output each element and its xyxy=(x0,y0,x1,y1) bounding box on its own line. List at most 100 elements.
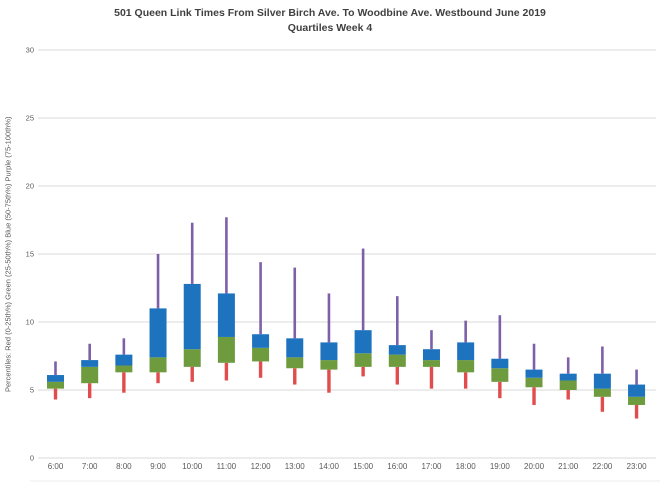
whisker-purple-75-100 xyxy=(361,248,365,331)
box-blue-50-75 xyxy=(183,283,201,350)
whisker-purple-75-100 xyxy=(225,217,228,294)
box-blue-50-75 xyxy=(354,330,372,354)
box-green-25-50 xyxy=(491,368,509,382)
box-blue-50-75 xyxy=(491,358,509,369)
whisker-purple-75-100 xyxy=(396,296,399,346)
box-green-25-50 xyxy=(252,347,270,362)
x-tick-label: 7:00 xyxy=(82,462,98,471)
whisker-purple-75-100 xyxy=(190,222,194,284)
box-green-25-50 xyxy=(149,357,167,373)
x-tick-label: 11:00 xyxy=(217,462,237,471)
whisker-red-0-25 xyxy=(361,366,365,377)
chart-title-line2: Quartiles Week 4 xyxy=(287,22,373,34)
whisker-purple-75-100 xyxy=(498,315,502,359)
whisker-purple-75-100 xyxy=(293,267,297,339)
y-tick-label: 0 xyxy=(30,454,34,463)
box-blue-50-75 xyxy=(628,384,646,397)
box-blue-50-75 xyxy=(115,354,133,366)
x-tick-label: 23:00 xyxy=(627,462,648,471)
x-tick-label: 18:00 xyxy=(456,462,477,471)
whisker-red-0-25 xyxy=(122,372,126,393)
box-blue-50-75 xyxy=(217,293,235,337)
x-tick-label: 6:00 xyxy=(48,462,64,471)
whisker-red-0-25 xyxy=(258,361,263,378)
whisker-purple-75-100 xyxy=(464,320,467,343)
whisker-red-0-25 xyxy=(327,369,331,393)
whisker-red-0-25 xyxy=(53,388,58,400)
whisker-red-0-25 xyxy=(634,404,639,419)
whisker-red-0-25 xyxy=(293,368,297,385)
whisker-purple-75-100 xyxy=(327,293,331,343)
x-tick-label: 20:00 xyxy=(524,462,545,471)
box-green-25-50 xyxy=(628,396,646,405)
box-blue-50-75 xyxy=(559,373,577,381)
y-tick-label: 25 xyxy=(26,114,34,123)
whisker-purple-75-100 xyxy=(635,369,638,385)
box-green-25-50 xyxy=(217,336,235,363)
box-green-25-50 xyxy=(525,377,543,388)
box-blue-50-75 xyxy=(47,375,64,382)
y-tick-label: 10 xyxy=(26,318,34,327)
whisker-purple-75-100 xyxy=(156,254,160,309)
whisker-red-0-25 xyxy=(156,372,160,384)
whisker-purple-75-100 xyxy=(430,330,433,350)
whisker-red-0-25 xyxy=(190,366,194,382)
box-blue-50-75 xyxy=(149,308,167,358)
box-blue-50-75 xyxy=(457,342,475,361)
whisker-purple-75-100 xyxy=(566,357,570,374)
box-green-25-50 xyxy=(388,354,406,367)
y-tick-label: 20 xyxy=(26,182,34,191)
whisker-red-0-25 xyxy=(566,390,570,400)
box-blue-50-75 xyxy=(252,334,270,348)
box-green-25-50 xyxy=(559,380,577,390)
box-green-25-50 xyxy=(183,349,201,367)
x-tick-label: 16:00 xyxy=(387,462,408,471)
x-tick-label: 8:00 xyxy=(116,462,132,471)
x-tick-label: 22:00 xyxy=(592,462,613,471)
box-green-25-50 xyxy=(593,388,611,397)
box-green-25-50 xyxy=(457,360,475,373)
box-green-25-50 xyxy=(115,365,133,373)
whisker-purple-75-100 xyxy=(54,361,57,376)
y-tick-label: 5 xyxy=(30,386,34,395)
whisker-red-0-25 xyxy=(600,396,605,412)
box-green-25-50 xyxy=(81,366,99,384)
box-blue-50-75 xyxy=(593,373,611,389)
x-tick-label: 15:00 xyxy=(353,462,374,471)
box-green-25-50 xyxy=(286,357,304,369)
box-blue-50-75 xyxy=(525,369,543,378)
whisker-purple-75-100 xyxy=(88,343,91,361)
whisker-red-0-25 xyxy=(463,372,468,389)
x-tick-label: 21:00 xyxy=(558,462,579,471)
whisker-red-0-25 xyxy=(532,387,536,405)
whisker-red-0-25 xyxy=(395,366,399,385)
box-blue-50-75 xyxy=(81,360,99,367)
box-green-25-50 xyxy=(354,353,372,367)
y-tick-label: 15 xyxy=(26,250,34,259)
whisker-purple-75-100 xyxy=(259,262,262,335)
box-green-25-50 xyxy=(47,381,64,389)
whisker-red-0-25 xyxy=(429,366,434,389)
chart-title-line1: 501 Queen Link Times From Silver Birch A… xyxy=(114,7,546,19)
y-tick-label: 30 xyxy=(26,46,34,55)
whisker-purple-75-100 xyxy=(532,343,536,370)
whisker-purple-75-100 xyxy=(601,346,604,374)
whisker-red-0-25 xyxy=(224,362,229,381)
whisker-red-0-25 xyxy=(87,383,92,399)
chart-title: 501 Queen Link Times From Silver Birch A… xyxy=(0,6,660,36)
box-green-25-50 xyxy=(422,360,440,367)
x-tick-label: 12:00 xyxy=(251,462,272,471)
box-green-25-50 xyxy=(320,360,338,370)
box-blue-50-75 xyxy=(388,345,406,355)
box-blue-50-75 xyxy=(320,342,338,361)
box-blue-50-75 xyxy=(286,338,304,358)
whisker-red-0-25 xyxy=(498,381,502,399)
x-tick-label: 14:00 xyxy=(319,462,340,471)
x-tick-label: 17:00 xyxy=(421,462,442,471)
x-tick-label: 19:00 xyxy=(490,462,511,471)
x-tick-label: 13:00 xyxy=(285,462,306,471)
box-blue-50-75 xyxy=(422,349,440,361)
x-tick-label: 9:00 xyxy=(150,462,166,471)
